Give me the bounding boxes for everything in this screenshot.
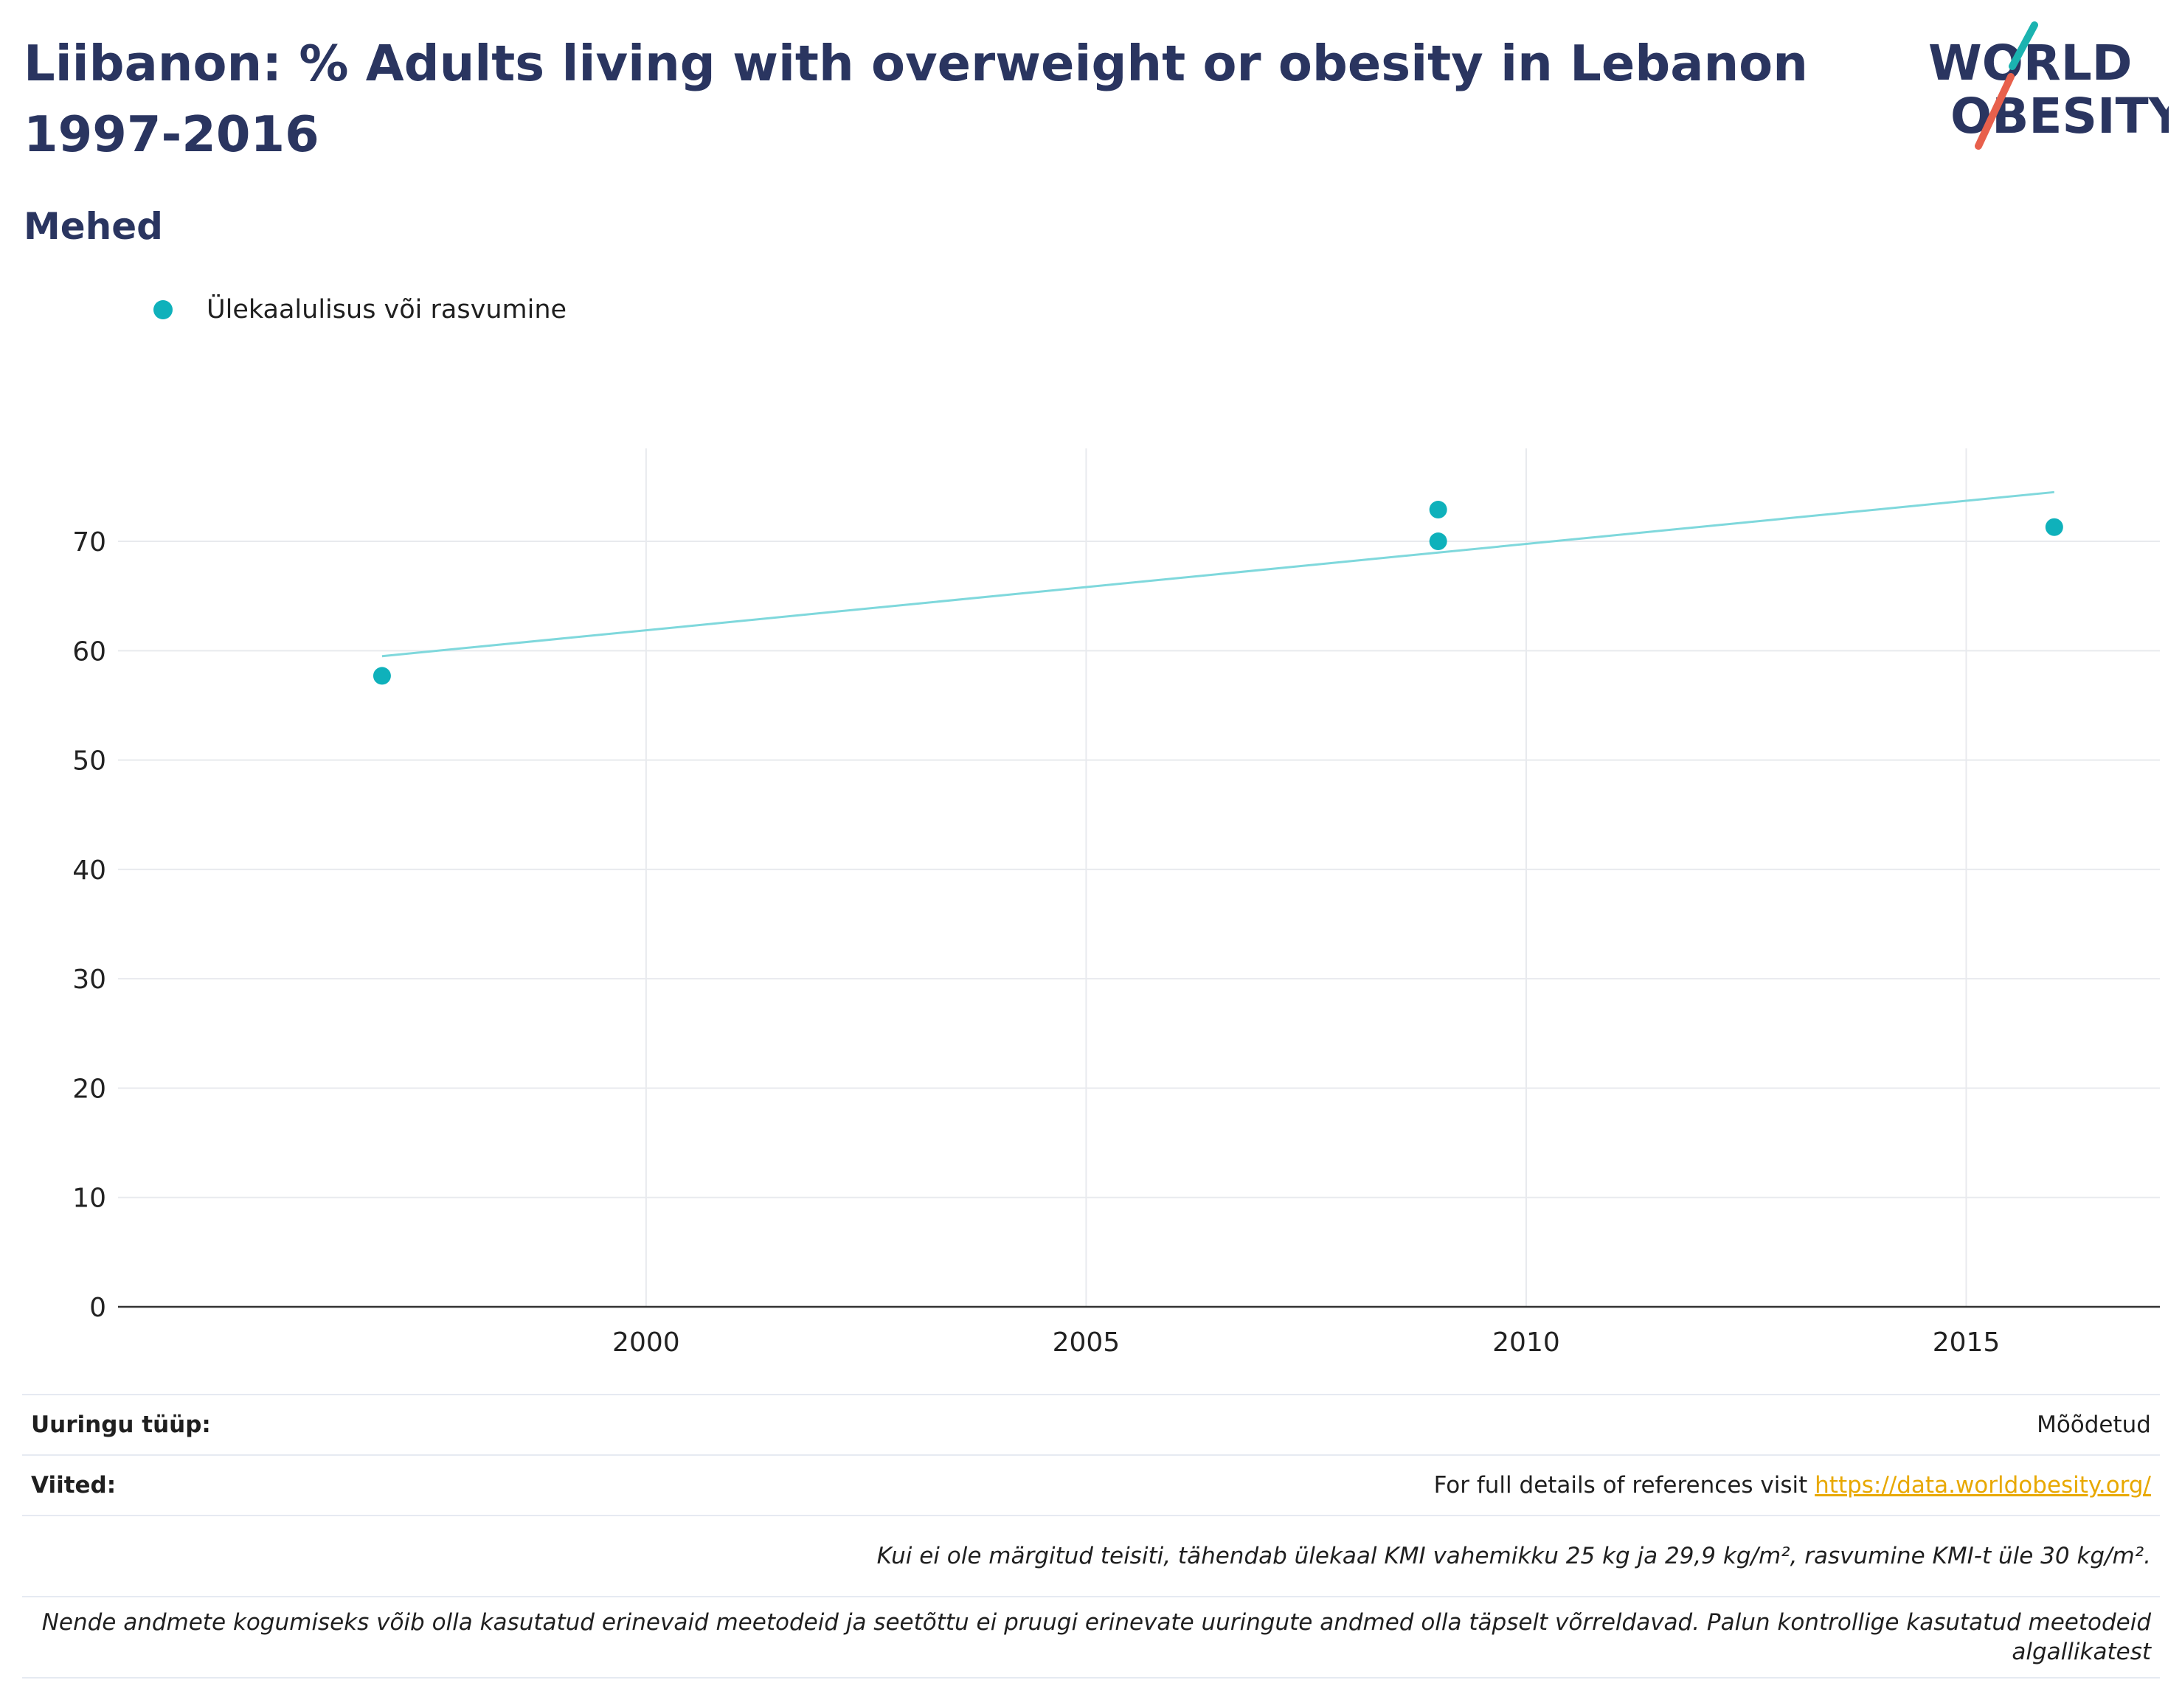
- point-layer: [373, 501, 2063, 685]
- y-tick-label: 50: [72, 746, 106, 777]
- x-tick-label: 2005: [1053, 1327, 1121, 1358]
- data-point: [373, 667, 391, 685]
- x-tick-label: 2010: [1492, 1327, 1560, 1358]
- data-point: [1429, 532, 1447, 551]
- y-tick-label: 10: [72, 1184, 106, 1214]
- legend[interactable]: Ülekaalulisus või rasvumine: [153, 295, 567, 324]
- data-point: [2045, 518, 2063, 536]
- references-link[interactable]: https://data.worldobesity.org/: [1815, 1472, 2151, 1499]
- info-table: Uuringu tüüp: Mõõdetud Viited: For full …: [22, 1394, 2160, 1679]
- y-tick-label: 70: [72, 527, 106, 558]
- references-text: For full details of references visit: [1433, 1472, 1815, 1499]
- axis-layer: 0 10 20 30 40 50 60 70 2000 2005 2010 2015: [72, 527, 2160, 1358]
- grid-layer: [118, 448, 2160, 1307]
- y-tick-label: 20: [72, 1074, 106, 1104]
- y-tick-label: 0: [89, 1293, 106, 1323]
- trend-layer: [381, 490, 2054, 658]
- legend-label: Ülekaalulisus või rasvumine: [207, 295, 567, 324]
- logo-text-world: WORLD: [1928, 35, 2133, 91]
- survey-type-label: Uuringu tüüp:: [31, 1412, 211, 1438]
- chart-subtitle: Mehed: [24, 205, 163, 248]
- trend-line: [381, 490, 2054, 658]
- references-label: Viited:: [31, 1472, 117, 1499]
- note-row-2: Nende andmete kogumiseks võib olla kasut…: [22, 1597, 2160, 1678]
- note-row-1: Kui ei ole märgitud teisiti, tähendab ül…: [22, 1516, 2160, 1597]
- scatter-chart: 0 10 20 30 40 50 60 70 2000 2005 2010 2015: [72, 448, 2160, 1358]
- y-tick-label: 60: [72, 636, 106, 667]
- references-row: Viited: For full details of references v…: [22, 1455, 2160, 1516]
- y-tick-label: 30: [72, 965, 106, 995]
- legend-marker: [153, 300, 173, 319]
- definition-note: Kui ei ole märgitud teisiti, tähendab ül…: [876, 1543, 2151, 1569]
- logo-slash-red: [1975, 73, 2015, 150]
- survey-type-row: Uuringu tüüp: Mõõdetud: [22, 1395, 2160, 1455]
- y-tick-label: 40: [72, 855, 106, 886]
- methods-note: Nende andmete kogumiseks võib olla kasut…: [41, 1609, 2151, 1665]
- world-obesity-logo: WORLD OBESITY: [1928, 21, 2169, 150]
- data-point: [1429, 501, 1447, 519]
- chart-title: Liibanon: % Adults living with overweigh…: [24, 35, 1808, 163]
- logo-slash-teal: [2009, 21, 2038, 70]
- references-value: For full details of references visit htt…: [482, 1455, 2160, 1516]
- x-tick-label: 2015: [1933, 1327, 2001, 1358]
- survey-type-value: Mõõdetud: [2037, 1412, 2151, 1438]
- x-tick-label: 2000: [612, 1327, 680, 1358]
